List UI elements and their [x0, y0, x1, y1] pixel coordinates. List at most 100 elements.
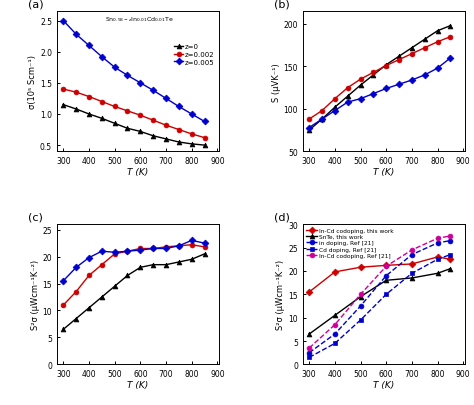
- z=0.005: [306, 126, 312, 131]
- z=0.005: [396, 83, 402, 87]
- Line: z=0.005: z=0.005: [61, 19, 207, 125]
- z=0.002: [125, 249, 130, 254]
- z=0: [396, 55, 402, 60]
- z=0: [201, 143, 207, 148]
- z=0.002: [112, 105, 118, 110]
- z=0.005: [358, 97, 364, 102]
- Legend: In-Cd codoping, this work, SnTe, this work, in doping, Ref [21], Cd doping, Ref : In-Cd codoping, this work, SnTe, this wo…: [306, 228, 394, 259]
- z=0.002: [112, 252, 118, 257]
- z=0: [112, 284, 118, 289]
- SnTe, this work: [409, 276, 415, 281]
- z=0.005: [447, 56, 453, 61]
- z=0.005: [189, 239, 194, 243]
- z=0.005: [86, 44, 92, 49]
- z=0.005: [345, 100, 351, 105]
- in doping, Ref [21]: [409, 253, 415, 258]
- in doping, Ref [21]: [332, 332, 337, 337]
- z=0.002: [99, 100, 105, 104]
- Y-axis label: S (μVK⁻¹): S (μVK⁻¹): [272, 63, 281, 101]
- z=0.002: [86, 273, 92, 278]
- z=0: [73, 316, 79, 321]
- z=0: [150, 262, 156, 267]
- z=0: [61, 327, 66, 332]
- z=0.005: [61, 19, 66, 24]
- Line: z=0.005: z=0.005: [307, 56, 453, 131]
- z=0.005: [319, 117, 325, 122]
- z=0: [86, 112, 92, 117]
- SnTe, this work: [383, 278, 389, 283]
- z=0.002: [61, 303, 66, 308]
- z=0: [435, 29, 440, 34]
- In-Cd codoping, Ref [21]: [383, 264, 389, 269]
- Text: (b): (b): [273, 0, 290, 9]
- z=0.002: [125, 109, 130, 114]
- z=0.002: [137, 247, 143, 252]
- z=0: [99, 295, 105, 300]
- z=0.002: [150, 119, 156, 124]
- z=0.002: [86, 95, 92, 100]
- X-axis label: T (K): T (K): [373, 380, 394, 389]
- z=0.002: [345, 86, 351, 91]
- z=0: [99, 117, 105, 121]
- In-Cd codoping, this work: [383, 263, 389, 268]
- Cd doping, Ref [21]: [383, 292, 389, 297]
- z=0: [137, 130, 143, 134]
- z=0.005: [112, 66, 118, 70]
- Line: z=0.002: z=0.002: [61, 87, 207, 141]
- z=0.002: [73, 290, 79, 294]
- In-Cd codoping, Ref [21]: [332, 322, 337, 327]
- in doping, Ref [21]: [447, 239, 453, 243]
- in doping, Ref [21]: [435, 241, 440, 246]
- z=0.002: [447, 35, 453, 40]
- In-Cd codoping, this work: [332, 270, 337, 275]
- z=0.002: [306, 117, 312, 122]
- z=0.005: [150, 247, 156, 252]
- z=0.005: [73, 265, 79, 270]
- z=0.005: [201, 120, 207, 125]
- in doping, Ref [21]: [383, 273, 389, 278]
- Y-axis label: S²σ (μWcm⁻¹K⁻²): S²σ (μWcm⁻¹K⁻²): [31, 260, 40, 330]
- z=0: [189, 257, 194, 262]
- SnTe, this work: [332, 313, 337, 318]
- z=0: [61, 103, 66, 108]
- Cd doping, Ref [21]: [409, 271, 415, 276]
- z=0.005: [176, 244, 182, 249]
- z=0.005: [163, 97, 169, 102]
- Line: z=0.002: z=0.002: [61, 243, 207, 308]
- z=0.002: [319, 109, 325, 114]
- Cd doping, Ref [21]: [435, 257, 440, 262]
- Y-axis label: S²σ (μWcm⁻¹K⁻²): S²σ (μWcm⁻¹K⁻²): [276, 260, 285, 330]
- Line: z=0.005: z=0.005: [61, 239, 207, 284]
- z=0: [345, 94, 351, 99]
- z=0: [86, 306, 92, 311]
- z=0.005: [422, 73, 428, 78]
- z=0: [73, 107, 79, 112]
- z=0.002: [189, 243, 194, 247]
- Line: z=0: z=0: [61, 103, 207, 148]
- z=0.002: [383, 64, 389, 69]
- Y-axis label: σ(10⁵ Scm⁻¹): σ(10⁵ Scm⁻¹): [28, 55, 37, 109]
- Cd doping, Ref [21]: [306, 355, 312, 360]
- z=0.002: [332, 97, 337, 102]
- z=0.005: [99, 55, 105, 60]
- X-axis label: T (K): T (K): [127, 167, 148, 176]
- z=0: [201, 252, 207, 257]
- z=0: [112, 122, 118, 126]
- z=0.005: [125, 74, 130, 79]
- Text: Sn$_{0.98-z}$In$_{0.01}$Cd$_{0.01}$Te: Sn$_{0.98-z}$In$_{0.01}$Cd$_{0.01}$Te: [105, 15, 174, 24]
- z=0: [358, 83, 364, 88]
- Line: In-Cd codoping, Ref [21]: In-Cd codoping, Ref [21]: [307, 234, 453, 351]
- z=0: [422, 38, 428, 43]
- z=0.002: [189, 132, 194, 137]
- z=0.002: [61, 87, 66, 92]
- z=0.002: [163, 124, 169, 128]
- z=0.005: [332, 109, 337, 114]
- z=0: [383, 63, 389, 68]
- z=0.005: [176, 105, 182, 110]
- z=0.005: [73, 33, 79, 38]
- Cd doping, Ref [21]: [358, 318, 364, 323]
- z=0.002: [99, 262, 105, 267]
- z=0.002: [201, 136, 207, 141]
- Text: (d): (d): [273, 212, 290, 222]
- Cd doping, Ref [21]: [447, 253, 453, 258]
